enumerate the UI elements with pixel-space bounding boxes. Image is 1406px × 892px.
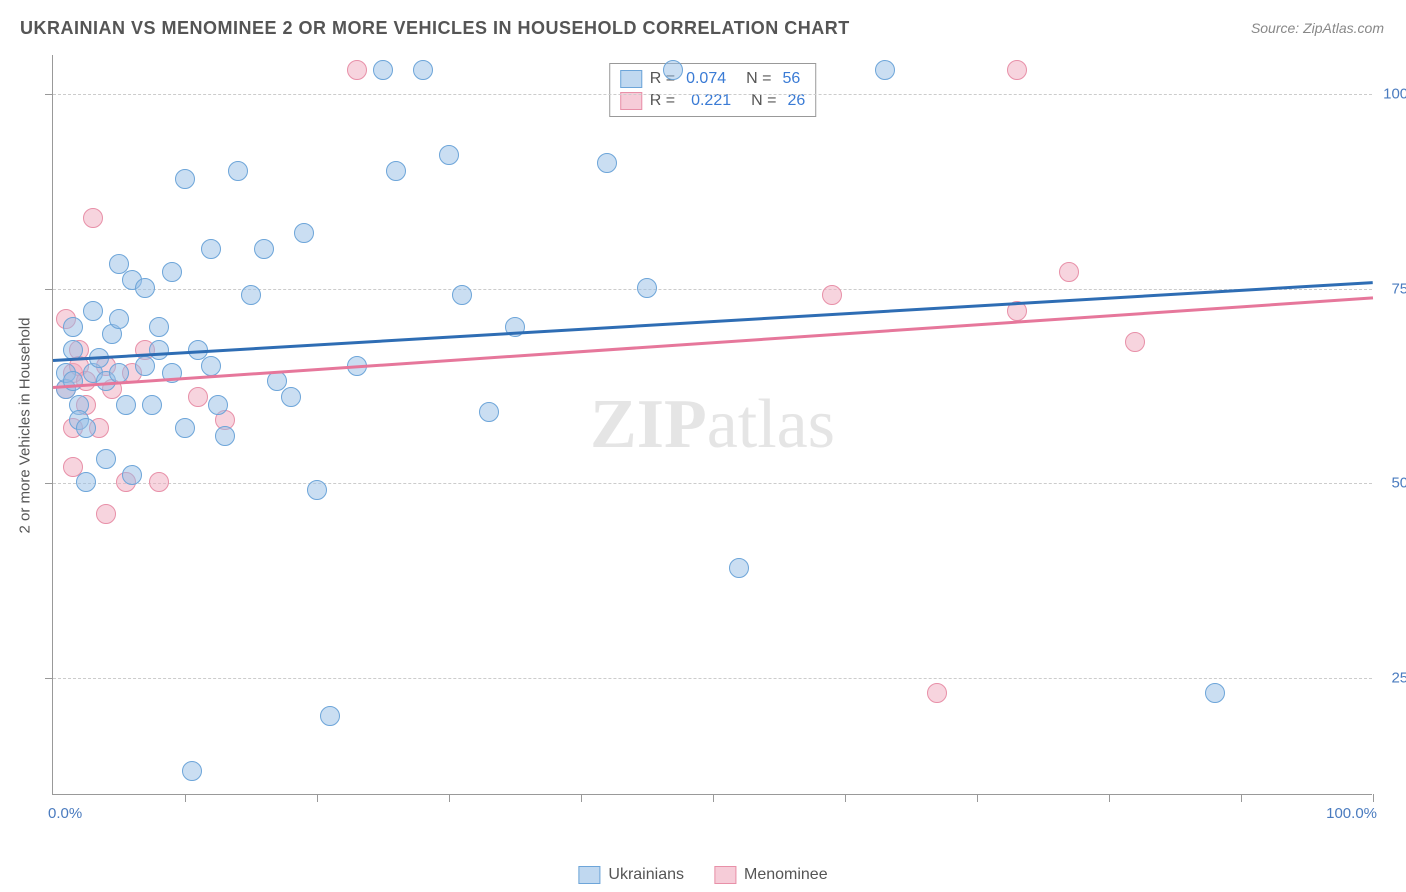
x-tick: [1373, 794, 1374, 802]
data-point-blue: [307, 480, 327, 500]
data-point-pink: [188, 387, 208, 407]
data-point-blue: [122, 465, 142, 485]
data-point-blue: [109, 309, 129, 329]
gridline: [53, 94, 1372, 95]
data-point-blue: [63, 371, 83, 391]
x-tick: [977, 794, 978, 802]
data-point-blue: [413, 60, 433, 80]
data-point-blue: [241, 285, 261, 305]
legend-n-blue: 56: [782, 70, 800, 88]
data-point-blue: [149, 317, 169, 337]
data-point-blue: [175, 169, 195, 189]
data-point-blue: [281, 387, 301, 407]
legend-series: Ukrainians Menominee: [578, 866, 827, 884]
legend-row-blue: R = 0.074 N = 56: [620, 68, 806, 90]
legend-correlation: R = 0.074 N = 56 R = 0.221 N = 26: [609, 63, 817, 117]
data-point-pink: [1125, 332, 1145, 352]
y-tick-label: 75.0%: [1391, 280, 1406, 297]
x-tick: [1241, 794, 1242, 802]
legend-item-menominee: Menominee: [714, 866, 828, 884]
x-axis-min: 0.0%: [48, 805, 82, 822]
legend-swatch-pink-2: [714, 866, 736, 884]
x-tick: [449, 794, 450, 802]
y-axis-title-wrap: 2 or more Vehicles in Household: [10, 55, 40, 795]
data-point-blue: [63, 317, 83, 337]
data-point-blue: [96, 449, 116, 469]
data-point-blue: [208, 395, 228, 415]
data-point-blue: [201, 239, 221, 259]
data-point-blue: [83, 301, 103, 321]
data-point-blue: [254, 239, 274, 259]
data-point-blue: [76, 418, 96, 438]
gridline: [53, 678, 1372, 679]
data-point-blue: [729, 558, 749, 578]
chart-title: UKRAINIAN VS MENOMINEE 2 OR MORE VEHICLE…: [20, 18, 850, 39]
data-point-blue: [201, 356, 221, 376]
data-point-blue: [439, 145, 459, 165]
data-point-pink: [83, 208, 103, 228]
y-tick: [45, 678, 53, 679]
data-point-blue: [875, 60, 895, 80]
data-point-blue: [135, 356, 155, 376]
legend-item-ukrainians: Ukrainians: [578, 866, 684, 884]
data-point-blue: [452, 285, 472, 305]
data-point-pink: [1059, 262, 1079, 282]
x-tick: [185, 794, 186, 802]
data-point-blue: [386, 161, 406, 181]
data-point-blue: [597, 153, 617, 173]
x-tick: [581, 794, 582, 802]
trendline-pink: [53, 296, 1373, 388]
data-point-blue: [637, 278, 657, 298]
data-point-pink: [927, 683, 947, 703]
legend-label-ukrainians: Ukrainians: [608, 866, 684, 884]
data-point-blue: [76, 472, 96, 492]
data-point-blue: [228, 161, 248, 181]
data-point-blue: [175, 418, 195, 438]
data-point-pink: [96, 504, 116, 524]
legend-label-menominee: Menominee: [744, 866, 828, 884]
legend-r-blue: 0.074: [686, 70, 726, 88]
x-tick: [317, 794, 318, 802]
data-point-blue: [116, 395, 136, 415]
chart-area: ZIPatlas R = 0.074 N = 56 R = 0.221 N = …: [52, 55, 1372, 795]
y-tick-label: 50.0%: [1391, 475, 1406, 492]
gridline: [53, 483, 1372, 484]
data-point-blue: [320, 706, 340, 726]
legend-n-label: N =: [746, 70, 771, 88]
data-point-blue: [149, 340, 169, 360]
data-point-pink: [822, 285, 842, 305]
x-tick: [713, 794, 714, 802]
x-tick: [1109, 794, 1110, 802]
y-tick-label: 100.0%: [1383, 85, 1406, 102]
data-point-blue: [182, 761, 202, 781]
data-point-blue: [479, 402, 499, 422]
legend-swatch-blue-2: [578, 866, 600, 884]
data-point-pink: [1007, 60, 1027, 80]
x-tick: [845, 794, 846, 802]
data-point-pink: [149, 472, 169, 492]
x-axis-max: 100.0%: [1326, 805, 1377, 822]
watermark: ZIPatlas: [590, 385, 835, 465]
y-tick: [45, 94, 53, 95]
data-point-blue: [373, 60, 393, 80]
data-point-pink: [347, 60, 367, 80]
y-tick: [45, 289, 53, 290]
y-axis-title: 2 or more Vehicles in Household: [17, 317, 34, 533]
data-point-blue: [142, 395, 162, 415]
data-point-blue: [294, 223, 314, 243]
data-point-blue: [1205, 683, 1225, 703]
y-tick-label: 25.0%: [1391, 670, 1406, 687]
data-point-blue: [162, 262, 182, 282]
data-point-blue: [663, 60, 683, 80]
y-tick: [45, 483, 53, 484]
data-point-blue: [135, 278, 155, 298]
data-point-blue: [215, 426, 235, 446]
legend-swatch-blue: [620, 70, 642, 88]
source-label: Source: ZipAtlas.com: [1251, 20, 1384, 36]
